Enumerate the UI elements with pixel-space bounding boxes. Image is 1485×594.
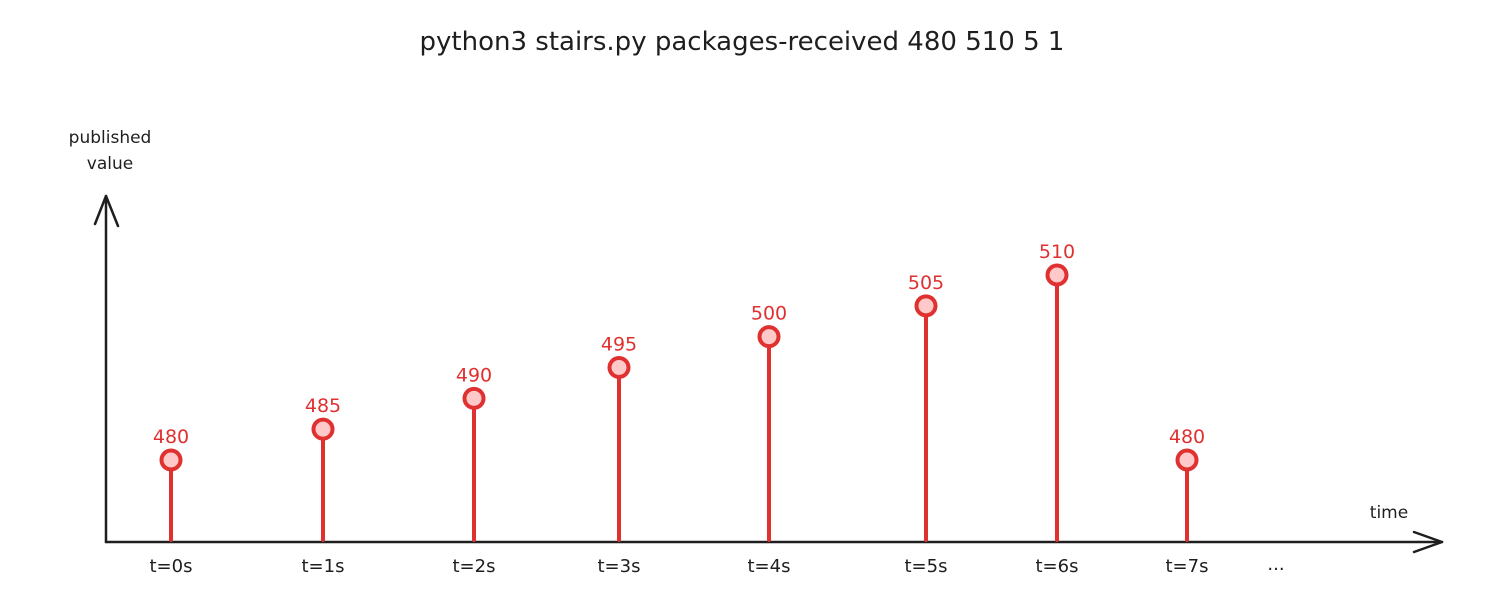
data-point-marker (607, 356, 631, 379)
x-tick-labels: t=0s t=1s t=2s t=3s t=4s t=5s t=6s t=7s (150, 556, 1209, 577)
data-point-marker (159, 448, 183, 472)
data-value-label: 485 (305, 395, 341, 417)
data-point-marker (1175, 448, 1199, 472)
data-point-marker (757, 325, 781, 349)
stem-series: 480 485 490 495 500 505 510 480 (153, 241, 1205, 542)
x-tick-label: t=1s (302, 556, 345, 577)
data-value-label: 500 (751, 303, 787, 325)
y-axis-label-line-1: published (69, 128, 152, 148)
data-point-marker (462, 386, 486, 410)
y-axis-arrowhead (93, 194, 120, 228)
data-point-marker (311, 417, 335, 441)
x-tick-label: t=4s (748, 556, 791, 577)
x-tick-label: t=0s (150, 556, 193, 577)
data-point-marker (914, 294, 938, 318)
chart-title: python3 stairs.py packages-received 480 … (420, 27, 1065, 57)
data-point-marker (1045, 263, 1069, 287)
data-value-label: 495 (601, 334, 637, 356)
x-tick-label: t=2s (453, 556, 496, 577)
data-value-label: 490 (456, 364, 492, 386)
x-tick-label: t=5s (905, 556, 948, 577)
x-axis-continuation: ... (1267, 554, 1284, 575)
y-axis-label-line-2: value (87, 154, 133, 174)
x-tick-label: t=6s (1036, 556, 1079, 577)
data-value-label: 480 (1169, 426, 1205, 448)
data-value-label: 505 (908, 272, 944, 294)
x-tick-label: t=7s (1166, 556, 1209, 577)
data-value-label: 480 (153, 426, 189, 448)
x-tick-label: t=3s (598, 556, 641, 577)
x-axis-arrowhead (1412, 530, 1444, 554)
data-value-label: 510 (1039, 241, 1075, 263)
x-axis-label: time (1370, 503, 1408, 523)
